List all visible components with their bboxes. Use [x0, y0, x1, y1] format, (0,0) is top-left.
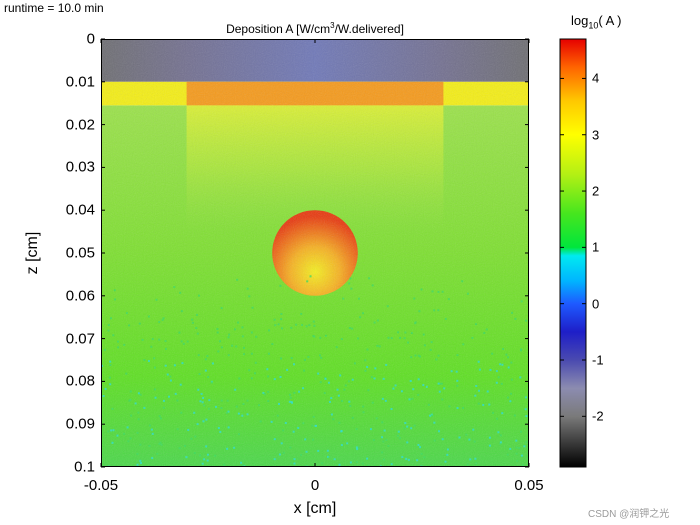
y-tick-label: 0.09	[65, 415, 95, 433]
colorbar-tick-label: 2	[592, 183, 600, 199]
chart-title-tail: /W.delivered]	[334, 22, 404, 36]
colorbar-label-tail: ( A )	[598, 13, 622, 28]
chart-title: Deposition A [W/cm3/W.delivered]	[101, 21, 529, 36]
y-tick-label: 0.02	[65, 116, 95, 134]
colorbar	[559, 38, 587, 468]
y-tick-label: 0.04	[65, 201, 95, 219]
colorbar-ticks	[560, 77, 586, 417]
x-tick-label: 0	[310, 477, 320, 494]
x-tick-label: -0.05	[83, 477, 119, 494]
y-tick-label: 0.1	[74, 458, 95, 476]
colorbar-tick-label: 3	[592, 127, 600, 143]
colorbar-tick-label: 4	[592, 70, 600, 86]
y-tick-label: 0.08	[65, 372, 95, 390]
y-tick-label: 0.01	[65, 73, 95, 91]
colorbar-tick-label: 1	[592, 239, 600, 255]
x-tick-label: 0.05	[514, 477, 544, 494]
watermark: CSDN @润钾之光	[588, 509, 670, 520]
y-tick-label: 0.03	[65, 158, 95, 176]
colorbar-label: log10( A )	[571, 13, 622, 31]
colorbar-label-subscript: 10	[588, 20, 599, 31]
plot-frame	[101, 39, 529, 467]
colorbar-tick-label: -1	[592, 352, 604, 368]
chart-title-superscript: 3	[330, 21, 335, 30]
noise-texture	[101, 39, 529, 467]
colorbar-tick-label: -2	[592, 408, 604, 424]
chart-title-main: Deposition A [W/cm	[226, 22, 331, 36]
y-tick-label: 0	[86, 30, 95, 48]
y-tick-label: 0.07	[65, 330, 95, 348]
y-tick-label: 0.06	[65, 287, 95, 305]
x-axis-label: x [cm]	[293, 500, 337, 517]
colorbar-tick-label: 0	[592, 296, 600, 312]
colorbar-label-main: log	[571, 13, 589, 28]
y-tick-label: 0.05	[65, 244, 95, 262]
runtime-label: runtime = 10.0 min	[4, 1, 104, 15]
heatmap-image	[101, 39, 529, 467]
y-axis-label: z [cm]	[24, 231, 41, 275]
